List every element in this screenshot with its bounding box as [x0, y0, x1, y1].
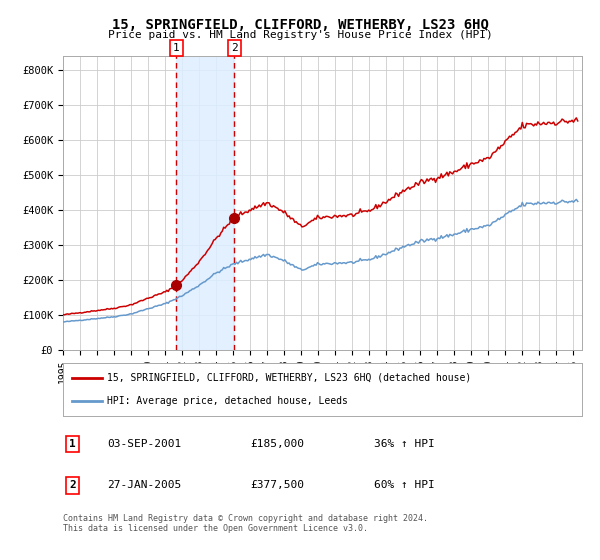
Text: £185,000: £185,000	[250, 439, 304, 449]
Text: 1: 1	[173, 43, 180, 53]
Text: HPI: Average price, detached house, Leeds: HPI: Average price, detached house, Leed…	[107, 396, 348, 407]
Text: 15, SPRINGFIELD, CLIFFORD, WETHERBY, LS23 6HQ: 15, SPRINGFIELD, CLIFFORD, WETHERBY, LS2…	[112, 18, 488, 32]
Text: 1: 1	[69, 439, 76, 449]
Text: 03-SEP-2001: 03-SEP-2001	[107, 439, 181, 449]
Bar	[176, 56, 235, 350]
Text: 27-JAN-2005: 27-JAN-2005	[107, 480, 181, 491]
Text: £377,500: £377,500	[250, 480, 304, 491]
Text: 36% ↑ HPI: 36% ↑ HPI	[374, 439, 435, 449]
Text: 60% ↑ HPI: 60% ↑ HPI	[374, 480, 435, 491]
Text: 2: 2	[69, 480, 76, 491]
Text: Contains HM Land Registry data © Crown copyright and database right 2024.
This d: Contains HM Land Registry data © Crown c…	[63, 514, 428, 534]
Text: Price paid vs. HM Land Registry's House Price Index (HPI): Price paid vs. HM Land Registry's House …	[107, 30, 493, 40]
Text: 15, SPRINGFIELD, CLIFFORD, WETHERBY, LS23 6HQ (detached house): 15, SPRINGFIELD, CLIFFORD, WETHERBY, LS2…	[107, 372, 472, 382]
Text: 2: 2	[231, 43, 238, 53]
